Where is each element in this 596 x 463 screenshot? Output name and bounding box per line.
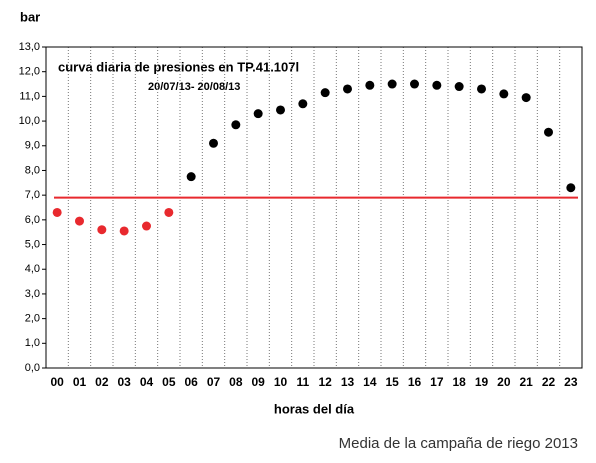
x-tick-label: 07 bbox=[207, 375, 221, 389]
x-tick-label: 09 bbox=[251, 375, 265, 389]
point bbox=[164, 207, 174, 217]
y-tick-label: 7,0 bbox=[25, 189, 40, 201]
x-tick-label: 03 bbox=[117, 375, 131, 389]
y-tick-label: 4,0 bbox=[25, 263, 40, 275]
x-tick-label: 05 bbox=[162, 375, 176, 389]
point bbox=[209, 138, 218, 148]
y-tick-label: 1,0 bbox=[25, 337, 40, 349]
point bbox=[253, 109, 263, 119]
x-tick-label: 19 bbox=[475, 375, 489, 389]
x-tick-label: 23 bbox=[564, 375, 578, 389]
point bbox=[365, 80, 375, 90]
x-tick-label: 10 bbox=[274, 375, 288, 389]
point bbox=[276, 105, 285, 115]
y-tick-label: 8,0 bbox=[25, 164, 40, 176]
chart-title: curva diaria de presiones en TP.41.107l bbox=[58, 59, 299, 74]
x-tick-label: 13 bbox=[341, 375, 355, 389]
point bbox=[320, 88, 330, 98]
x-tick-label: 08 bbox=[229, 375, 243, 389]
y-tick-label: 12,0 bbox=[19, 66, 40, 78]
point bbox=[142, 221, 151, 231]
x-tick-label: 00 bbox=[50, 375, 64, 389]
x-tick-label: 01 bbox=[73, 375, 87, 389]
point bbox=[343, 84, 352, 94]
y-tick-label: 6,0 bbox=[25, 214, 40, 226]
x-tick-label: 22 bbox=[542, 375, 556, 389]
x-tick-label: 06 bbox=[184, 375, 198, 389]
x-tick-label: 11 bbox=[296, 375, 309, 389]
y-tick-label: 3,0 bbox=[25, 288, 40, 300]
y-tick-label: 9,0 bbox=[25, 140, 40, 152]
x-tick-label: 04 bbox=[140, 375, 154, 389]
y-tick-label: 5,0 bbox=[25, 238, 40, 250]
x-tick-label: 12 bbox=[318, 375, 332, 389]
x-tick-label: 17 bbox=[430, 375, 444, 389]
point bbox=[432, 80, 442, 90]
point bbox=[454, 82, 464, 92]
point bbox=[410, 79, 419, 89]
x-tick-label: 18 bbox=[452, 375, 466, 389]
y-tick-label: 10,0 bbox=[19, 115, 40, 127]
point bbox=[298, 99, 308, 109]
point bbox=[75, 216, 84, 226]
y-tick-label: 13,0 bbox=[19, 41, 40, 53]
x-tick-label: 21 bbox=[519, 375, 533, 389]
chart-subtitle: 20/07/13- 20/08/13 bbox=[148, 81, 240, 93]
point bbox=[544, 127, 553, 137]
point bbox=[52, 207, 62, 217]
footer: Media de la campaña de riego 2013 bbox=[339, 435, 578, 452]
y-tick-label: 0,0 bbox=[25, 362, 40, 374]
y-tick-label: 11,0 bbox=[19, 90, 40, 102]
x-tick-label: 16 bbox=[408, 375, 422, 389]
y-axis-label: bar bbox=[20, 9, 40, 24]
point bbox=[186, 172, 196, 182]
x-tick-label: 20 bbox=[497, 375, 511, 389]
point bbox=[521, 93, 531, 103]
plot-frame bbox=[45, 46, 583, 369]
x-tick-label: 02 bbox=[95, 375, 109, 389]
x-tick-label: 14 bbox=[363, 375, 377, 389]
point bbox=[97, 225, 107, 235]
y-tick-label: 2,0 bbox=[25, 313, 40, 325]
point bbox=[119, 226, 129, 236]
point bbox=[499, 89, 509, 99]
point bbox=[566, 183, 576, 193]
x-tick-label: 15 bbox=[385, 375, 399, 389]
x-axis-label: horas del día bbox=[274, 401, 355, 416]
point bbox=[387, 79, 397, 89]
point bbox=[231, 120, 241, 130]
point bbox=[477, 84, 486, 94]
